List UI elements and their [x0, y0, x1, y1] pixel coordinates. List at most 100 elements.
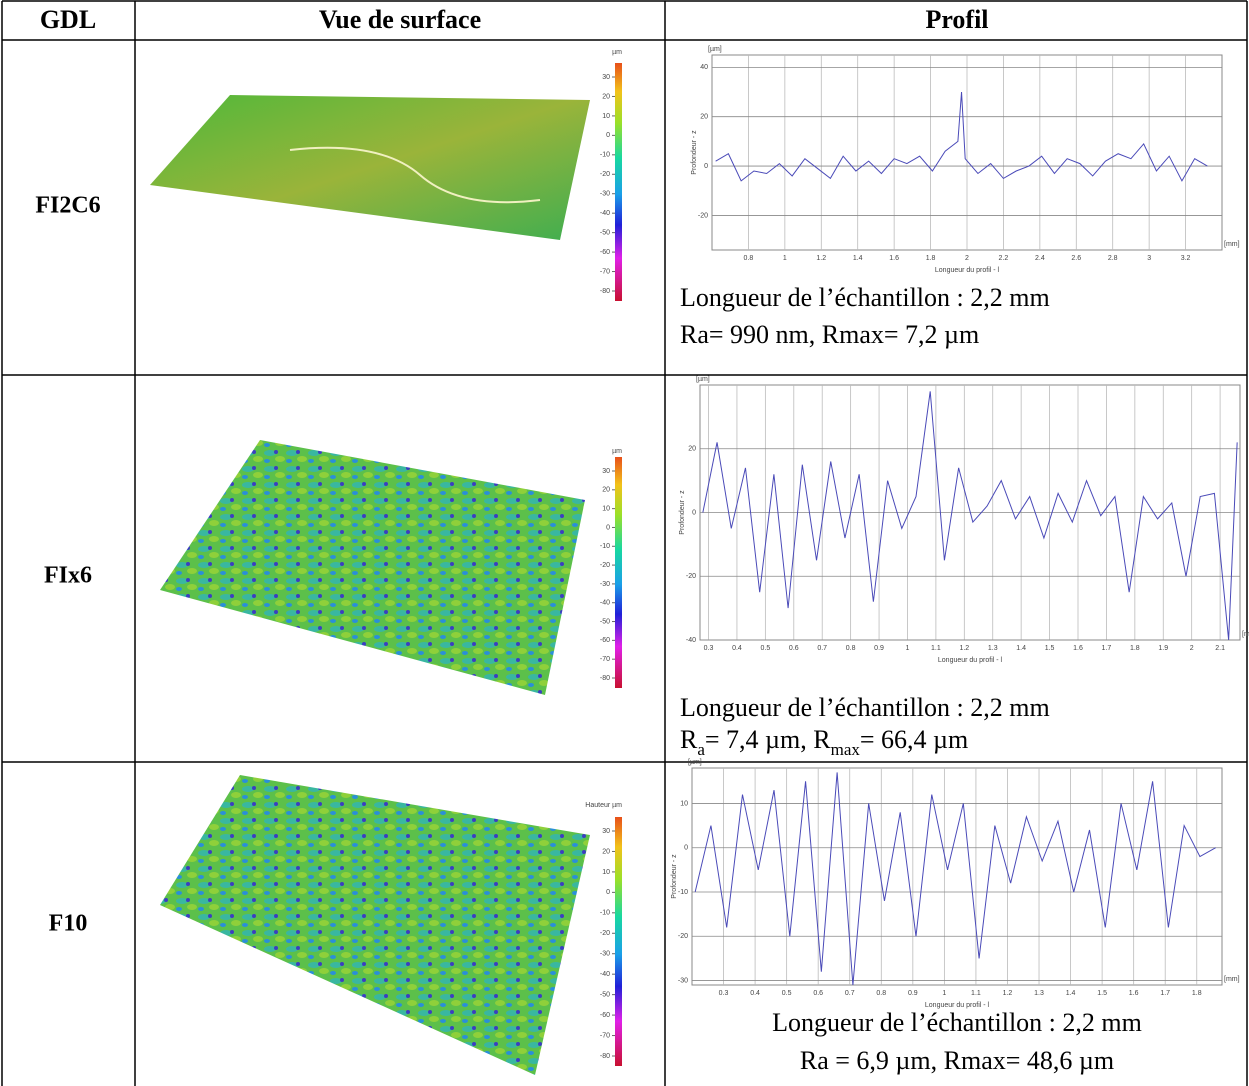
y-tick-label: 0	[704, 163, 708, 170]
x-tick-label: 1.4	[853, 255, 863, 262]
scale-tick-label: -70	[600, 1032, 610, 1039]
scale-tick-label: -70	[600, 268, 610, 275]
color-scale	[615, 63, 622, 301]
caption: Ra= 7,4 µm, Rmax= 66,4 µm	[680, 725, 968, 759]
column-header: Vue de surface	[319, 5, 481, 34]
scale-tick-label: 10	[602, 869, 610, 876]
x-tick-label: 3.2	[1181, 255, 1191, 262]
scale-tick-label: -30	[600, 191, 610, 198]
scale-tick-label: -40	[600, 210, 610, 217]
x-tick-label: 1.8	[1130, 645, 1140, 652]
y-tick-label: 0	[684, 845, 688, 852]
scale-tick-label: -80	[600, 288, 610, 295]
y-tick-label: -20	[678, 933, 688, 940]
column-header: Profil	[925, 5, 988, 34]
x-tick-label: 2	[965, 255, 969, 262]
column-header: GDL	[40, 5, 96, 34]
x-tick-label: 1.6	[1073, 645, 1083, 652]
caption-text: Ra= 990 nm, Rmax= 7,2 µm	[680, 320, 979, 349]
x-tick-label: 1.6	[889, 255, 899, 262]
caption: Ra = 6,9 µm, Rmax= 48,6 µm	[800, 1046, 1114, 1075]
y-tick-label: -20	[686, 573, 696, 580]
y-unit: [µm]	[708, 46, 722, 53]
x-tick-label: 0.6	[789, 645, 799, 652]
y-tick-label: 10	[680, 800, 688, 807]
x-tick-label: 0.6	[813, 990, 823, 997]
x-tick-label: 1	[942, 990, 946, 997]
scale-tick-label: 10	[602, 113, 610, 120]
x-tick-label: 0.9	[908, 990, 918, 997]
scale-tick-label: 20	[602, 848, 610, 855]
scale-tick-label: -10	[600, 152, 610, 159]
scale-tick-label: -40	[600, 600, 610, 607]
caption-text: Longueur de l’échantillon : 2,2 mm	[772, 1008, 1142, 1037]
surface-renders	[150, 95, 590, 1075]
y-unit: [µm]	[696, 376, 710, 383]
caption-text: = 66,4 µm	[860, 725, 968, 754]
y-tick-label: 20	[700, 114, 708, 121]
x-tick-label: 2.4	[1035, 255, 1045, 262]
scale-tick-label: 10	[602, 505, 610, 512]
x-tick-label: 2	[1190, 645, 1194, 652]
x-tick-label: 1.5	[1097, 990, 1107, 997]
x-tick-label: 1.7	[1160, 990, 1170, 997]
y-axis-title: Profondeur - z	[679, 490, 686, 535]
y-tick-label: 40	[700, 64, 708, 71]
x-tick-label: 0.5	[782, 990, 792, 997]
caption: Longueur de l’échantillon : 2,2 mm	[680, 283, 1050, 312]
plot-frame	[691, 767, 1223, 986]
scale-tick-label: 30	[602, 468, 610, 475]
y-tick-label: -30	[678, 977, 688, 984]
scale-tick-label: -10	[600, 910, 610, 917]
scale-unit: µm	[612, 49, 622, 56]
x-tick-label: 1.8	[926, 255, 936, 262]
x-tick-label: 1.5	[1045, 645, 1055, 652]
caption-text: R	[680, 725, 698, 754]
x-tick-label: 0.4	[750, 990, 760, 997]
scale-tick-label: 20	[602, 487, 610, 494]
x-tick-label: 2.2	[999, 255, 1009, 262]
x-tick-label: 1.3	[988, 645, 998, 652]
x-tick-label: 1.1	[971, 990, 981, 997]
scale-tick-label: 0	[606, 524, 610, 531]
x-tick-label: 2.6	[1071, 255, 1081, 262]
scale-tick-label: -60	[600, 1012, 610, 1019]
color-scale	[615, 817, 622, 1066]
x-tick-label: 1	[906, 645, 910, 652]
y-axis-title: Profondeur - z	[691, 130, 698, 175]
scale-tick-label: -80	[600, 1053, 610, 1060]
x-tick-label: 1.3	[1034, 990, 1044, 997]
x-tick-label: 1.9	[1158, 645, 1168, 652]
x-tick-label: 0.5	[761, 645, 771, 652]
x-tick-label: 1.6	[1129, 990, 1139, 997]
scale-tick-label: -80	[600, 675, 610, 682]
y-tick-label: 20	[688, 446, 696, 453]
x-tick-label: 1.1	[931, 645, 941, 652]
scale-tick-label: 30	[602, 828, 610, 835]
y-axis-title: Profondeur - z	[671, 854, 678, 899]
x-tick-label: 1.2	[959, 645, 969, 652]
y-tick-label: -40	[686, 637, 696, 644]
scale-tick-label: -50	[600, 618, 610, 625]
profile-line	[715, 91, 1208, 182]
scale-tick-label: -20	[600, 562, 610, 569]
caption-text: = 7,4 µm, R	[705, 725, 831, 754]
x-tick-label: 0.3	[719, 990, 729, 997]
x-tick-label: 1.2	[816, 255, 826, 262]
scale-tick-label: -50	[600, 991, 610, 998]
scale-tick-label: -50	[600, 229, 610, 236]
x-unit: [mm]	[1242, 631, 1249, 638]
scale-tick-label: 20	[602, 93, 610, 100]
scale-tick-label: -10	[600, 543, 610, 550]
x-tick-label: 0.7	[817, 645, 827, 652]
scale-tick-label: -60	[600, 637, 610, 644]
profile-line	[694, 772, 1216, 986]
caption-text: Longueur de l’échantillon : 2,2 mm	[680, 283, 1050, 312]
x-tick-label: 0.8	[744, 255, 754, 262]
scale-tick-label: 0	[606, 889, 610, 896]
gdl-label: F10	[49, 911, 88, 937]
caption-text: Ra = 6,9 µm, Rmax= 48,6 µm	[800, 1046, 1114, 1075]
x-tick-label: 1.4	[1016, 645, 1026, 652]
